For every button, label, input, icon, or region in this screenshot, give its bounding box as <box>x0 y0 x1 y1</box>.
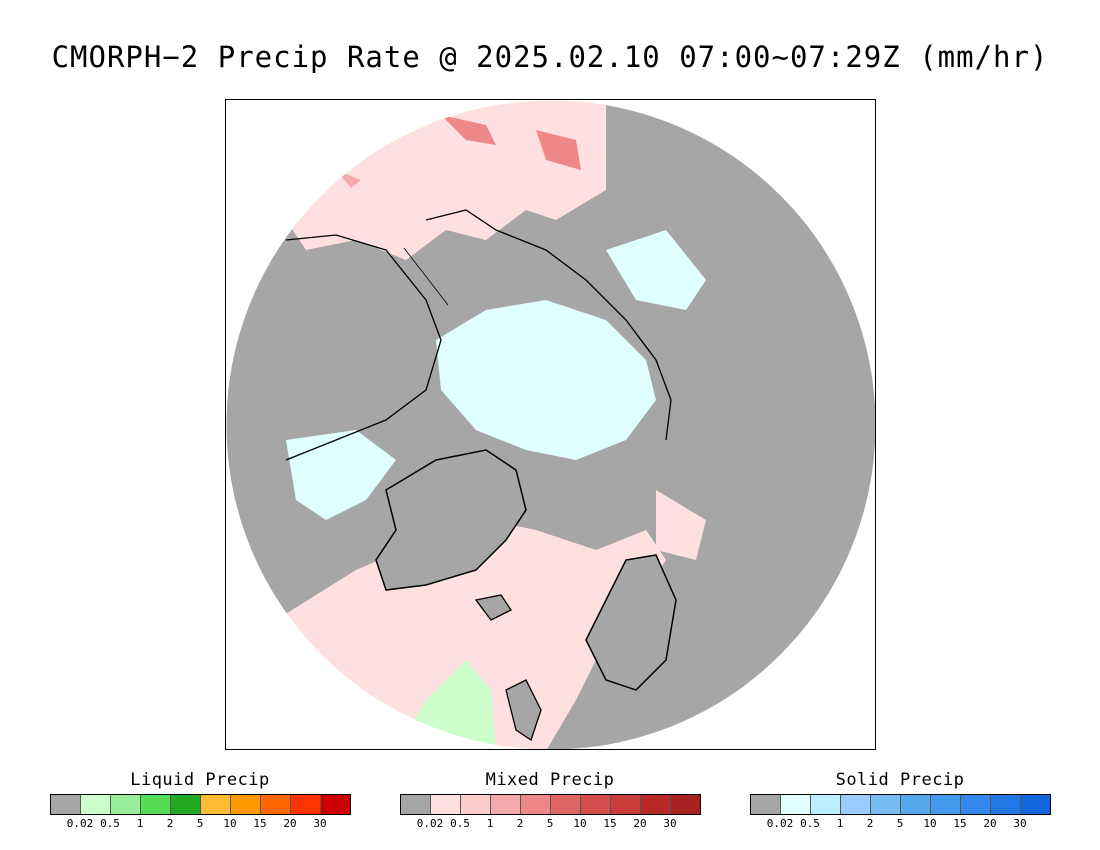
siberia-coastline <box>425 209 672 441</box>
legend-swatch <box>141 795 171 814</box>
legend-swatch <box>231 795 261 814</box>
legend-tick-label: 0.02 <box>416 817 444 830</box>
legend-swatch <box>51 795 81 814</box>
legend-swatch <box>751 795 781 814</box>
mixed-precip-atlantic <box>276 520 666 749</box>
legend-swatch <box>641 795 671 814</box>
legend-swatch <box>171 795 201 814</box>
legend-liquid-title: Liquid Precip <box>130 770 270 790</box>
legend-tick-label: 15 <box>953 817 967 830</box>
greenland-coastline <box>375 449 527 591</box>
legend-tick-label: 1 <box>136 817 144 830</box>
solid-precip-arctic <box>436 300 656 460</box>
legend-tick-label: 30 <box>313 817 327 830</box>
map-title: CMORPH−2 Precip Rate @ 2025.02.10 07:00~… <box>51 40 1049 74</box>
legend-mixed-ticks: 0.02 0.5 1 2 5 10 15 20 30 <box>400 815 700 831</box>
legend-tick-label: 5 <box>546 817 554 830</box>
legend-swatch <box>431 795 461 814</box>
legend-solid-title: Solid Precip <box>835 770 965 790</box>
legend-swatch <box>781 795 811 814</box>
legend-swatch <box>811 795 841 814</box>
legend-tick-label: 20 <box>633 817 647 830</box>
scandinavia-coastline <box>585 554 677 691</box>
legend-tick-label: 0.5 <box>450 817 470 830</box>
mixed-precip-siberia <box>656 490 706 560</box>
legend-swatch <box>991 795 1021 814</box>
legend-tick-label: 30 <box>1013 817 1027 830</box>
mixed-precip-pacific <box>266 100 606 260</box>
legend-tick-label: 1 <box>836 817 844 830</box>
legend-tick-label: 15 <box>603 817 617 830</box>
legend-swatch <box>871 795 901 814</box>
iceland-coastline <box>474 594 512 621</box>
solid-precip-siberia <box>606 230 706 310</box>
legend-tick-label: 20 <box>983 817 997 830</box>
legend-swatch <box>1021 795 1050 814</box>
legend-tick-label: 2 <box>516 817 524 830</box>
legend-solid-swatches <box>750 794 1051 815</box>
legend-tick-label: 2 <box>866 817 874 830</box>
canada-coastline <box>285 234 442 461</box>
legend-swatch <box>201 795 231 814</box>
uk-coastline <box>505 679 542 742</box>
legend-swatch <box>901 795 931 814</box>
legend-liquid: Liquid Precip 0.02 0.5 1 2 5 10 15 20 30 <box>50 770 351 840</box>
legend-swatch <box>611 795 641 814</box>
map-disk <box>226 100 875 749</box>
legend-tick-label: 2 <box>166 817 174 830</box>
legend-mixed-title: Mixed Precip <box>485 770 615 790</box>
legend-swatch <box>551 795 581 814</box>
legend-tick-label: 0.02 <box>66 817 94 830</box>
mixed-precip-moderate-2 <box>536 130 581 170</box>
legend-swatch <box>521 795 551 814</box>
legend-tick-label: 10 <box>223 817 237 830</box>
legend-swatch <box>261 795 291 814</box>
legend-tick-label: 10 <box>923 817 937 830</box>
legend-mixed: Mixed Precip 0.02 0.5 1 2 5 10 15 20 30 <box>400 770 701 840</box>
dateline-meridian <box>403 247 449 306</box>
legend-mixed-swatches <box>400 794 701 815</box>
legend-swatch <box>961 795 991 814</box>
legend-tick-label: 0.02 <box>766 817 794 830</box>
mixed-precip-moderate-1 <box>441 115 496 145</box>
legend-tick-label: 0.5 <box>100 817 120 830</box>
legend-swatch <box>291 795 321 814</box>
polar-map-svg <box>226 100 875 749</box>
solid-precip-canada <box>286 430 396 520</box>
legend-tick-label: 5 <box>196 817 204 830</box>
legend-tick-label: 20 <box>283 817 297 830</box>
legend-tick-label: 10 <box>573 817 587 830</box>
legend-swatch <box>321 795 350 814</box>
legend-tick-label: 1 <box>486 817 494 830</box>
legend-liquid-ticks: 0.02 0.5 1 2 5 10 15 20 30 <box>50 815 350 831</box>
legend-swatch <box>491 795 521 814</box>
legend-solid-ticks: 0.02 0.5 1 2 5 10 15 20 30 <box>750 815 1050 831</box>
legend-swatch <box>81 795 111 814</box>
legend-swatch <box>841 795 871 814</box>
legend-swatch <box>671 795 700 814</box>
legend-swatch <box>931 795 961 814</box>
legend-swatch <box>111 795 141 814</box>
polar-precip-map <box>225 99 876 750</box>
legend-tick-label: 30 <box>663 817 677 830</box>
legend-tick-label: 15 <box>253 817 267 830</box>
legend-swatch <box>461 795 491 814</box>
legend-solid: Solid Precip 0.02 0.5 1 2 5 10 15 20 30 <box>750 770 1051 840</box>
legend-swatch <box>581 795 611 814</box>
legend-tick-label: 0.5 <box>800 817 820 830</box>
legend-swatch <box>401 795 431 814</box>
legend-liquid-swatches <box>50 794 351 815</box>
legend-tick-label: 5 <box>896 817 904 830</box>
